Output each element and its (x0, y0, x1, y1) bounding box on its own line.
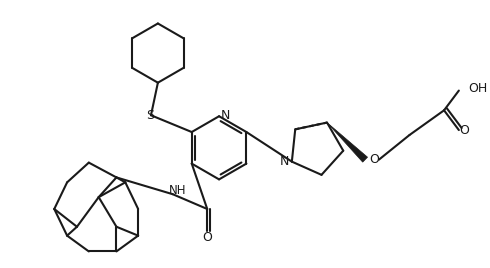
Text: O: O (369, 153, 379, 166)
Text: O: O (202, 231, 212, 244)
Text: S: S (146, 109, 154, 122)
Text: NH: NH (169, 184, 186, 197)
Text: OH: OH (469, 82, 488, 95)
Text: O: O (459, 124, 469, 137)
Text: N: N (220, 109, 230, 122)
Text: N: N (280, 155, 290, 168)
Polygon shape (327, 122, 368, 162)
